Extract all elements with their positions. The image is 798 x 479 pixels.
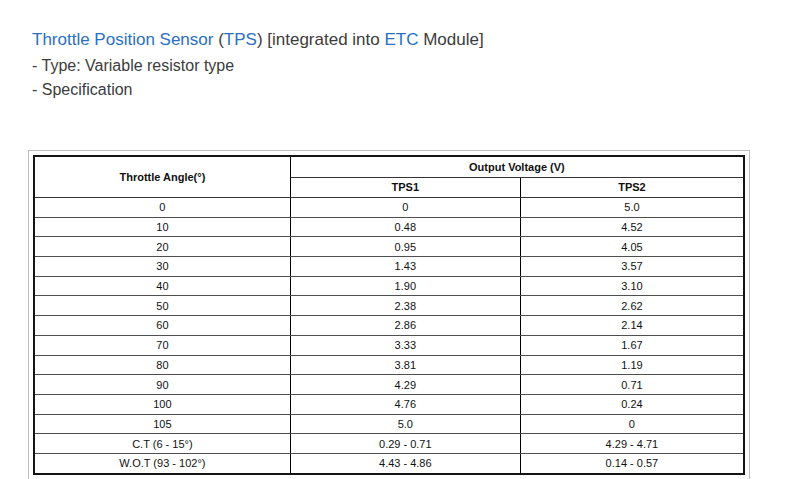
cell-tps1: 4.76 — [290, 394, 520, 414]
table-row: 301.433.57 — [34, 257, 744, 277]
title-text: Module] — [418, 30, 483, 49]
cell-tps1: 1.43 — [290, 257, 520, 277]
table-row: 602.862.14 — [34, 316, 744, 336]
cell-tps2: 0.14 - 0.57 — [520, 453, 744, 473]
cell-tps1: 2.38 — [290, 296, 520, 316]
header-text-block: Throttle Position Sensor (TPS) [integrat… — [32, 28, 484, 102]
specification-line: - Specification — [32, 78, 484, 102]
cell-tps1: 4.43 - 4.86 — [290, 453, 520, 473]
cell-tps1: 0.95 — [290, 237, 520, 257]
document-page: Throttle Position Sensor (TPS) [integrat… — [0, 0, 798, 479]
spec-table-head: Throttle Angle(°) Output Voltage (V) TPS… — [34, 156, 744, 198]
cell-angle: 10 — [34, 217, 290, 237]
link-etc[interactable]: ETC — [384, 30, 418, 49]
cell-angle: 40 — [34, 276, 290, 296]
cell-angle: 70 — [34, 335, 290, 355]
cell-tps1: 2.86 — [290, 316, 520, 336]
table-row: 1004.760.24 — [34, 394, 744, 414]
title-text: ) [integrated into — [257, 30, 385, 49]
cell-tps2: 0.71 — [520, 375, 744, 395]
cell-tps1: 3.33 — [290, 335, 520, 355]
cell-angle: 100 — [34, 394, 290, 414]
table-row: 904.290.71 — [34, 375, 744, 395]
title-text: ( — [213, 30, 223, 49]
table-row: 703.331.67 — [34, 335, 744, 355]
cell-tps1: 0.29 - 0.71 — [290, 434, 520, 454]
cell-tps2: 4.05 — [520, 237, 744, 257]
cell-angle: 20 — [34, 237, 290, 257]
link-throttle-position-sensor[interactable]: Throttle Position Sensor — [32, 30, 213, 49]
cell-tps1: 0.48 — [290, 217, 520, 237]
cell-tps2: 5.0 — [520, 198, 744, 218]
cell-tps2: 2.14 — [520, 316, 744, 336]
cell-angle: 105 — [34, 414, 290, 434]
spec-table: Throttle Angle(°) Output Voltage (V) TPS… — [33, 155, 745, 475]
cell-angle: C.T (6 - 15°) — [34, 434, 290, 454]
cell-angle: 80 — [34, 355, 290, 375]
table-row: 803.811.19 — [34, 355, 744, 375]
col-header-output-voltage: Output Voltage (V) — [290, 156, 744, 177]
cell-angle: 0 — [34, 198, 290, 218]
cell-angle: 50 — [34, 296, 290, 316]
col-header-tps1: TPS1 — [290, 177, 520, 198]
cell-angle: 30 — [34, 257, 290, 277]
cell-tps1: 1.90 — [290, 276, 520, 296]
cell-tps2: 1.19 — [520, 355, 744, 375]
type-line: - Type: Variable resistor type — [32, 54, 484, 78]
table-row: 1055.00 — [34, 414, 744, 434]
col-header-throttle-angle: Throttle Angle(°) — [34, 156, 290, 198]
cell-tps1: 0 — [290, 198, 520, 218]
cell-tps2: 3.10 — [520, 276, 744, 296]
cell-tps2: 3.57 — [520, 257, 744, 277]
table-row: W.O.T (93 - 102°)4.43 - 4.860.14 - 0.57 — [34, 453, 744, 473]
col-header-tps2: TPS2 — [520, 177, 744, 198]
spec-table-body: 005.0100.484.52200.954.05301.433.57401.9… — [34, 198, 744, 474]
page-title: Throttle Position Sensor (TPS) [integrat… — [32, 28, 484, 52]
cell-tps1: 4.29 — [290, 375, 520, 395]
cell-tps2: 2.62 — [520, 296, 744, 316]
cell-tps2: 1.67 — [520, 335, 744, 355]
cell-angle: 90 — [34, 375, 290, 395]
cell-tps2: 0.24 — [520, 394, 744, 414]
cell-tps2: 4.52 — [520, 217, 744, 237]
table-row: C.T (6 - 15°)0.29 - 0.714.29 - 4.71 — [34, 434, 744, 454]
table-row: 100.484.52 — [34, 217, 744, 237]
table-row: 005.0 — [34, 198, 744, 218]
table-row: 401.903.10 — [34, 276, 744, 296]
cell-tps1: 3.81 — [290, 355, 520, 375]
spec-table-wrapper: Throttle Angle(°) Output Voltage (V) TPS… — [28, 150, 750, 479]
table-row: 200.954.05 — [34, 237, 744, 257]
cell-tps2: 0 — [520, 414, 744, 434]
link-tps[interactable]: TPS — [224, 30, 257, 49]
cell-angle: 60 — [34, 316, 290, 336]
table-row: 502.382.62 — [34, 296, 744, 316]
cell-angle: W.O.T (93 - 102°) — [34, 453, 290, 473]
cell-tps2: 4.29 - 4.71 — [520, 434, 744, 454]
cell-tps1: 5.0 — [290, 414, 520, 434]
